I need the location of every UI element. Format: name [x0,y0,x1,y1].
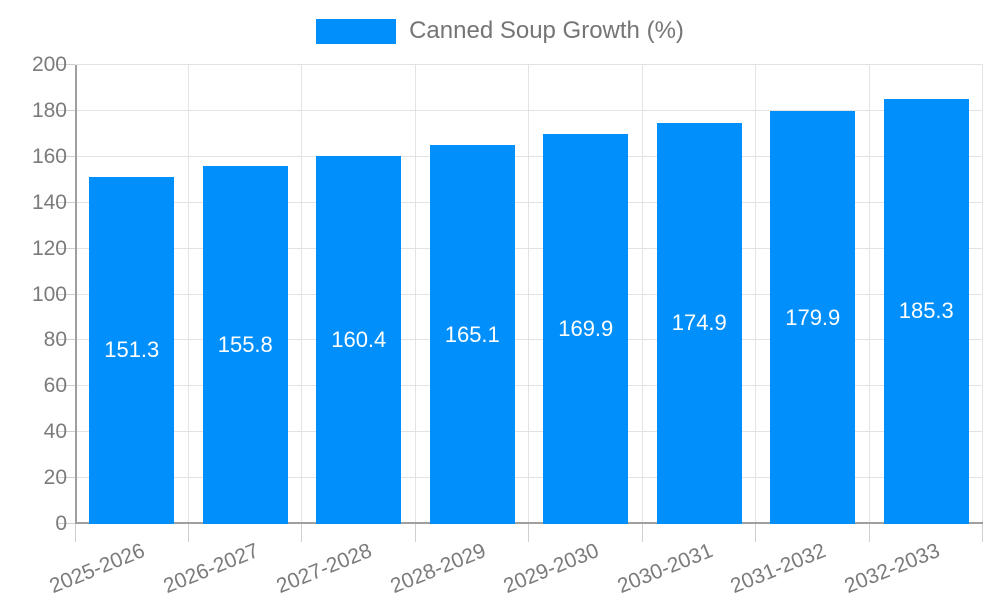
x-gridline [868,65,870,524]
bar-value-label: 185.3 [898,298,954,324]
y-axis-tick [57,339,75,341]
x-gridline [301,65,302,524]
bar[interactable] [429,145,515,524]
x-gridline [414,65,416,524]
y-gridline [75,477,983,479]
y-axis-label: 40 [43,420,67,444]
x-axis-tick [641,524,643,542]
y-axis-label: 200 [31,53,67,76]
y-axis-label: 120 [31,236,67,260]
x-axis-label: 2029-2030 [500,539,603,598]
legend-label: Canned Soup Growth (%) [409,17,684,44]
y-gridline [75,293,983,295]
x-axis-tick [982,524,983,542]
x-axis-tick [414,524,416,542]
x-axis-line [75,522,983,524]
y-axis-tick [57,155,75,157]
bar[interactable] [316,155,402,524]
y-axis-line [75,65,77,524]
y-gridline [75,155,983,157]
y-gridline [75,385,983,387]
x-axis-tick [301,524,302,542]
x-gridline [982,65,983,524]
bar[interactable] [770,111,856,524]
y-axis-tick [57,431,75,433]
y-axis-label: 100 [31,282,67,306]
x-gridline [528,65,529,524]
y-axis-tick [57,247,75,249]
y-axis-tick [57,109,75,111]
y-axis-label: 80 [43,328,67,352]
x-axis-tick [755,524,756,542]
y-axis-label: 180 [31,98,67,122]
y-axis-label: 20 [43,466,67,490]
plot-area: 0 20 40 60 80 100 120 140 160 180 200 151.3 2025-202… [32,54,983,598]
x-axis-label: 2026-2027 [160,539,262,598]
y-axis-tick [57,477,75,479]
y-gridline [75,339,983,341]
x-axis-tick [868,524,870,542]
x-gridline [641,65,643,524]
x-axis-label: 2025-2026 [46,539,149,598]
bar-value-label: 155.8 [217,332,273,358]
bar[interactable] [656,122,742,524]
bar-value-label: 160.4 [331,326,387,352]
x-axis-label: 2027-2028 [273,539,376,598]
y-axis-tick [57,523,75,524]
bar-value-label: 179.9 [785,304,841,330]
x-gridline [187,65,189,524]
y-axis-tick [57,293,75,295]
y-axis-label: 160 [31,144,67,168]
bar-value-label: 151.3 [104,337,160,363]
y-axis-label: 0 [55,512,67,535]
bar-value-label: 165.1 [444,321,500,347]
bar-value-label: 169.9 [558,316,614,342]
x-axis-label: 2028-2029 [387,539,489,598]
x-axis-tick [75,524,76,542]
y-gridline [75,109,983,111]
x-axis-label: 2031-2032 [727,539,830,598]
bar[interactable] [883,98,969,524]
y-gridline [75,201,983,203]
y-gridline [75,247,983,249]
bar-value-label: 174.9 [671,310,727,336]
bar[interactable] [89,176,175,524]
chart-legend[interactable]: Canned Soup Growth (%) [0,17,1000,45]
x-axis-tick [528,524,529,542]
y-axis-tick [57,385,75,387]
y-axis-tick [57,201,75,203]
y-axis-label: 140 [31,190,67,214]
x-gridline [755,65,756,524]
y-gridline [75,64,983,65]
x-axis-label: 2032-2033 [841,539,943,598]
y-gridline [75,431,983,433]
x-axis-tick [187,524,189,542]
y-axis-label: 60 [43,374,67,398]
y-axis-tick [57,64,75,65]
bar[interactable] [543,134,629,524]
legend-swatch-icon [316,18,397,44]
x-axis-label: 2030-2031 [614,539,716,598]
bar[interactable] [202,166,288,524]
